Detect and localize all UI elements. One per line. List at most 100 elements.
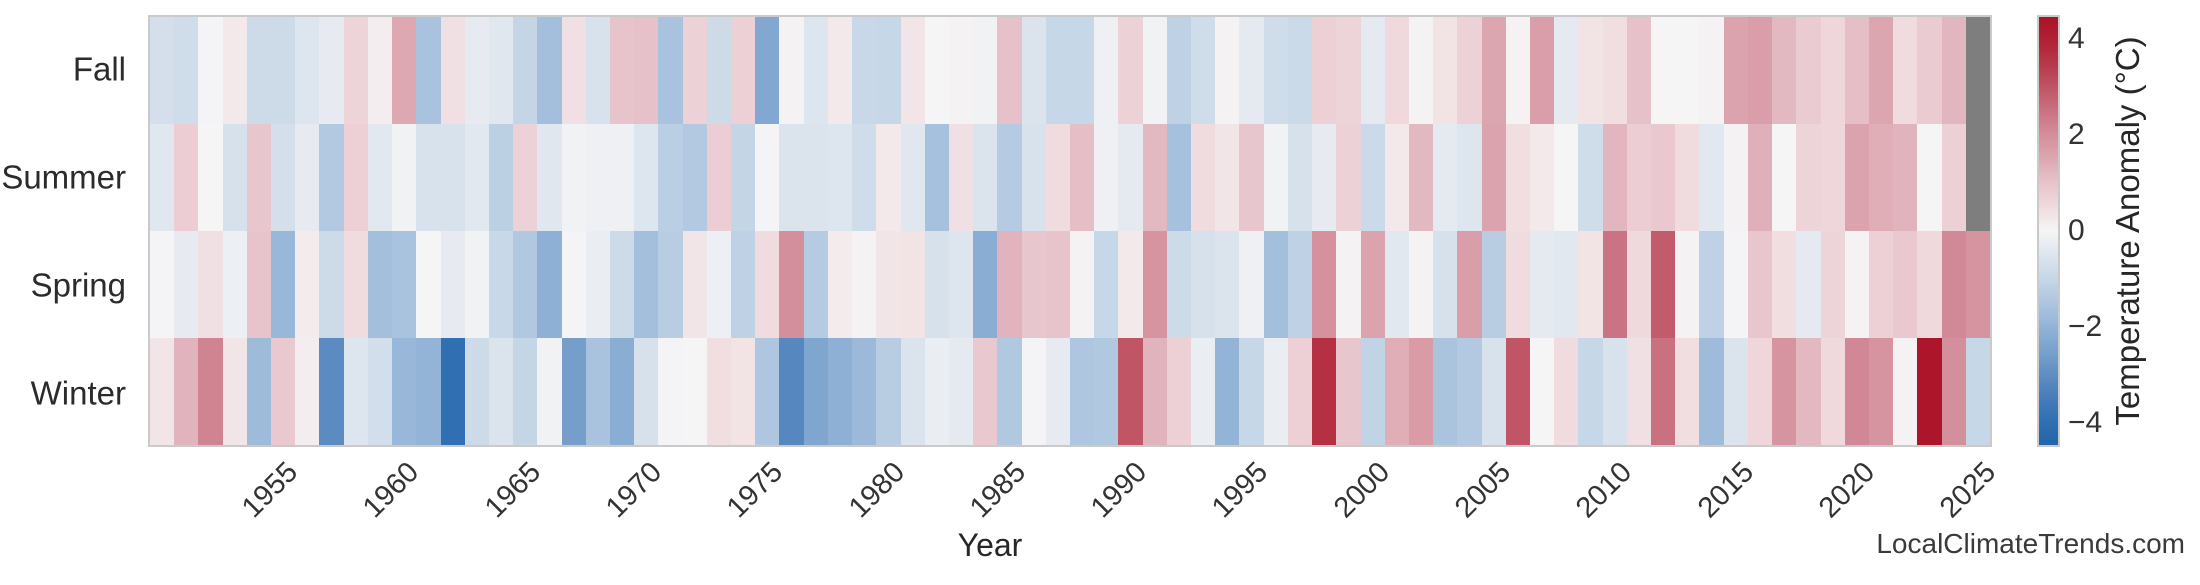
- heatmap-cell: [1336, 231, 1361, 338]
- heatmap-cell: [900, 338, 925, 445]
- heatmap-cell: [1578, 231, 1603, 338]
- heatmap-cell: [1433, 231, 1458, 338]
- heatmap-cell: [343, 124, 368, 231]
- heatmap-cell: [440, 17, 465, 124]
- heatmap-cell: [488, 124, 514, 231]
- heatmap-cell: [271, 338, 296, 445]
- x-tick-label: 2000: [1327, 456, 1396, 525]
- heatmap-cell: [1239, 124, 1264, 231]
- heatmap-cell: [1360, 124, 1385, 231]
- heatmap-cell: [706, 231, 732, 338]
- heatmap-cell: [1941, 124, 1966, 231]
- heatmap-cell: [416, 231, 441, 338]
- heatmap-cell: [1602, 338, 1627, 445]
- heatmap-cell: [1408, 338, 1434, 445]
- heatmap-cell: [609, 124, 635, 231]
- heatmap-cell: [1699, 231, 1724, 338]
- heatmap-cell: [1215, 17, 1240, 124]
- y-axis-row-labels: Fall Summer Spring Winter: [0, 0, 136, 447]
- heatmap-cell: [1602, 231, 1627, 338]
- heatmap-cell: [1917, 124, 1942, 231]
- heatmap-cell: [973, 338, 998, 445]
- heatmap-cell: [1336, 338, 1361, 445]
- heatmap-cell: [198, 17, 223, 124]
- heatmap-cell: [1675, 17, 1700, 124]
- heatmap-cell: [658, 338, 683, 445]
- heatmap-cell: [1651, 231, 1676, 338]
- heatmap-cell: [464, 17, 489, 124]
- row-label: Winter: [30, 374, 126, 412]
- heatmap-cell: [295, 231, 320, 338]
- heatmap-cell: [1747, 124, 1773, 231]
- heatmap-cell: [1772, 338, 1797, 445]
- heatmap-cell: [1844, 17, 1869, 124]
- heatmap-cell: [1554, 17, 1579, 124]
- heatmap-cell: [1384, 231, 1409, 338]
- heatmap-cell: [827, 231, 853, 338]
- heatmap-cell: [1433, 17, 1458, 124]
- heatmap-cell: [1142, 17, 1167, 124]
- heatmap-cell: [416, 338, 441, 445]
- heatmap-cell: [440, 231, 465, 338]
- heatmap-cell: [1094, 231, 1119, 338]
- heatmap-cell: [1287, 338, 1313, 445]
- heatmap-cell: [1094, 338, 1119, 445]
- heatmap-cell: [1336, 17, 1361, 124]
- heatmap-cell: [1747, 17, 1773, 124]
- heatmap-cell: [997, 338, 1022, 445]
- heatmap-cell: [319, 124, 344, 231]
- heatmap-cell: [634, 338, 659, 445]
- heatmap-cell: [803, 338, 828, 445]
- colorbar-tick-label: −4: [2068, 406, 2103, 439]
- heatmap-cell: [1021, 17, 1046, 124]
- heatmap-cell: [295, 17, 320, 124]
- heatmap-cell: [222, 338, 247, 445]
- x-tick-label: 1995: [1206, 456, 1275, 525]
- heatmap-cell: [1820, 124, 1845, 231]
- heatmap-cell: [585, 231, 610, 338]
- heatmap-cell: [1263, 17, 1288, 124]
- heatmap-cell: [1263, 338, 1288, 445]
- heatmap-cell: [1844, 231, 1869, 338]
- heatmap-cell: [1626, 124, 1652, 231]
- x-tick-label: 2025: [1934, 456, 2003, 525]
- heatmap-cell: [537, 17, 562, 124]
- heatmap-cell: [731, 17, 756, 124]
- heatmap-cell: [682, 231, 707, 338]
- heatmap-cell: [198, 124, 223, 231]
- heatmap-cell: [585, 124, 610, 231]
- heatmap-cell: [803, 17, 828, 124]
- heatmap-cell: [1433, 124, 1458, 231]
- heatmap-cell: [174, 17, 199, 124]
- heatmap-cell: [1166, 17, 1192, 124]
- heatmap-cell: [634, 124, 659, 231]
- heatmap-cell: [1069, 17, 1095, 124]
- heatmap-cell: [948, 17, 974, 124]
- heatmap-cell: [1263, 231, 1288, 338]
- heatmap-cell: [1893, 338, 1918, 445]
- heatmap-cell: [1893, 17, 1918, 124]
- heatmap-cell: [827, 17, 853, 124]
- x-tick-label: 1985: [963, 456, 1032, 525]
- heatmap-cell: [876, 17, 901, 124]
- heatmap-cell: [150, 338, 175, 445]
- heatmap-cell: [464, 124, 489, 231]
- heatmap-cell: [779, 124, 804, 231]
- heatmap-cell: [803, 124, 828, 231]
- heatmap-cell: [1360, 338, 1385, 445]
- heatmap-cell: [319, 338, 344, 445]
- heatmap-cell: [1215, 338, 1240, 445]
- heatmap-cell: [343, 17, 368, 124]
- heatmap-cell: [1844, 124, 1869, 231]
- heatmap-cell: [416, 17, 441, 124]
- heatmap-cell: [1191, 231, 1216, 338]
- heatmap-cell: [343, 231, 368, 338]
- heatmap-cell: [706, 124, 732, 231]
- heatmap-cell: [1384, 17, 1409, 124]
- heatmap-cell: [609, 17, 635, 124]
- x-tick-label: 2015: [1691, 456, 1760, 525]
- heatmap-cell: [246, 231, 272, 338]
- heatmap-cell: [271, 231, 296, 338]
- heatmap-cell: [1239, 338, 1264, 445]
- heatmap-cell: [1069, 231, 1095, 338]
